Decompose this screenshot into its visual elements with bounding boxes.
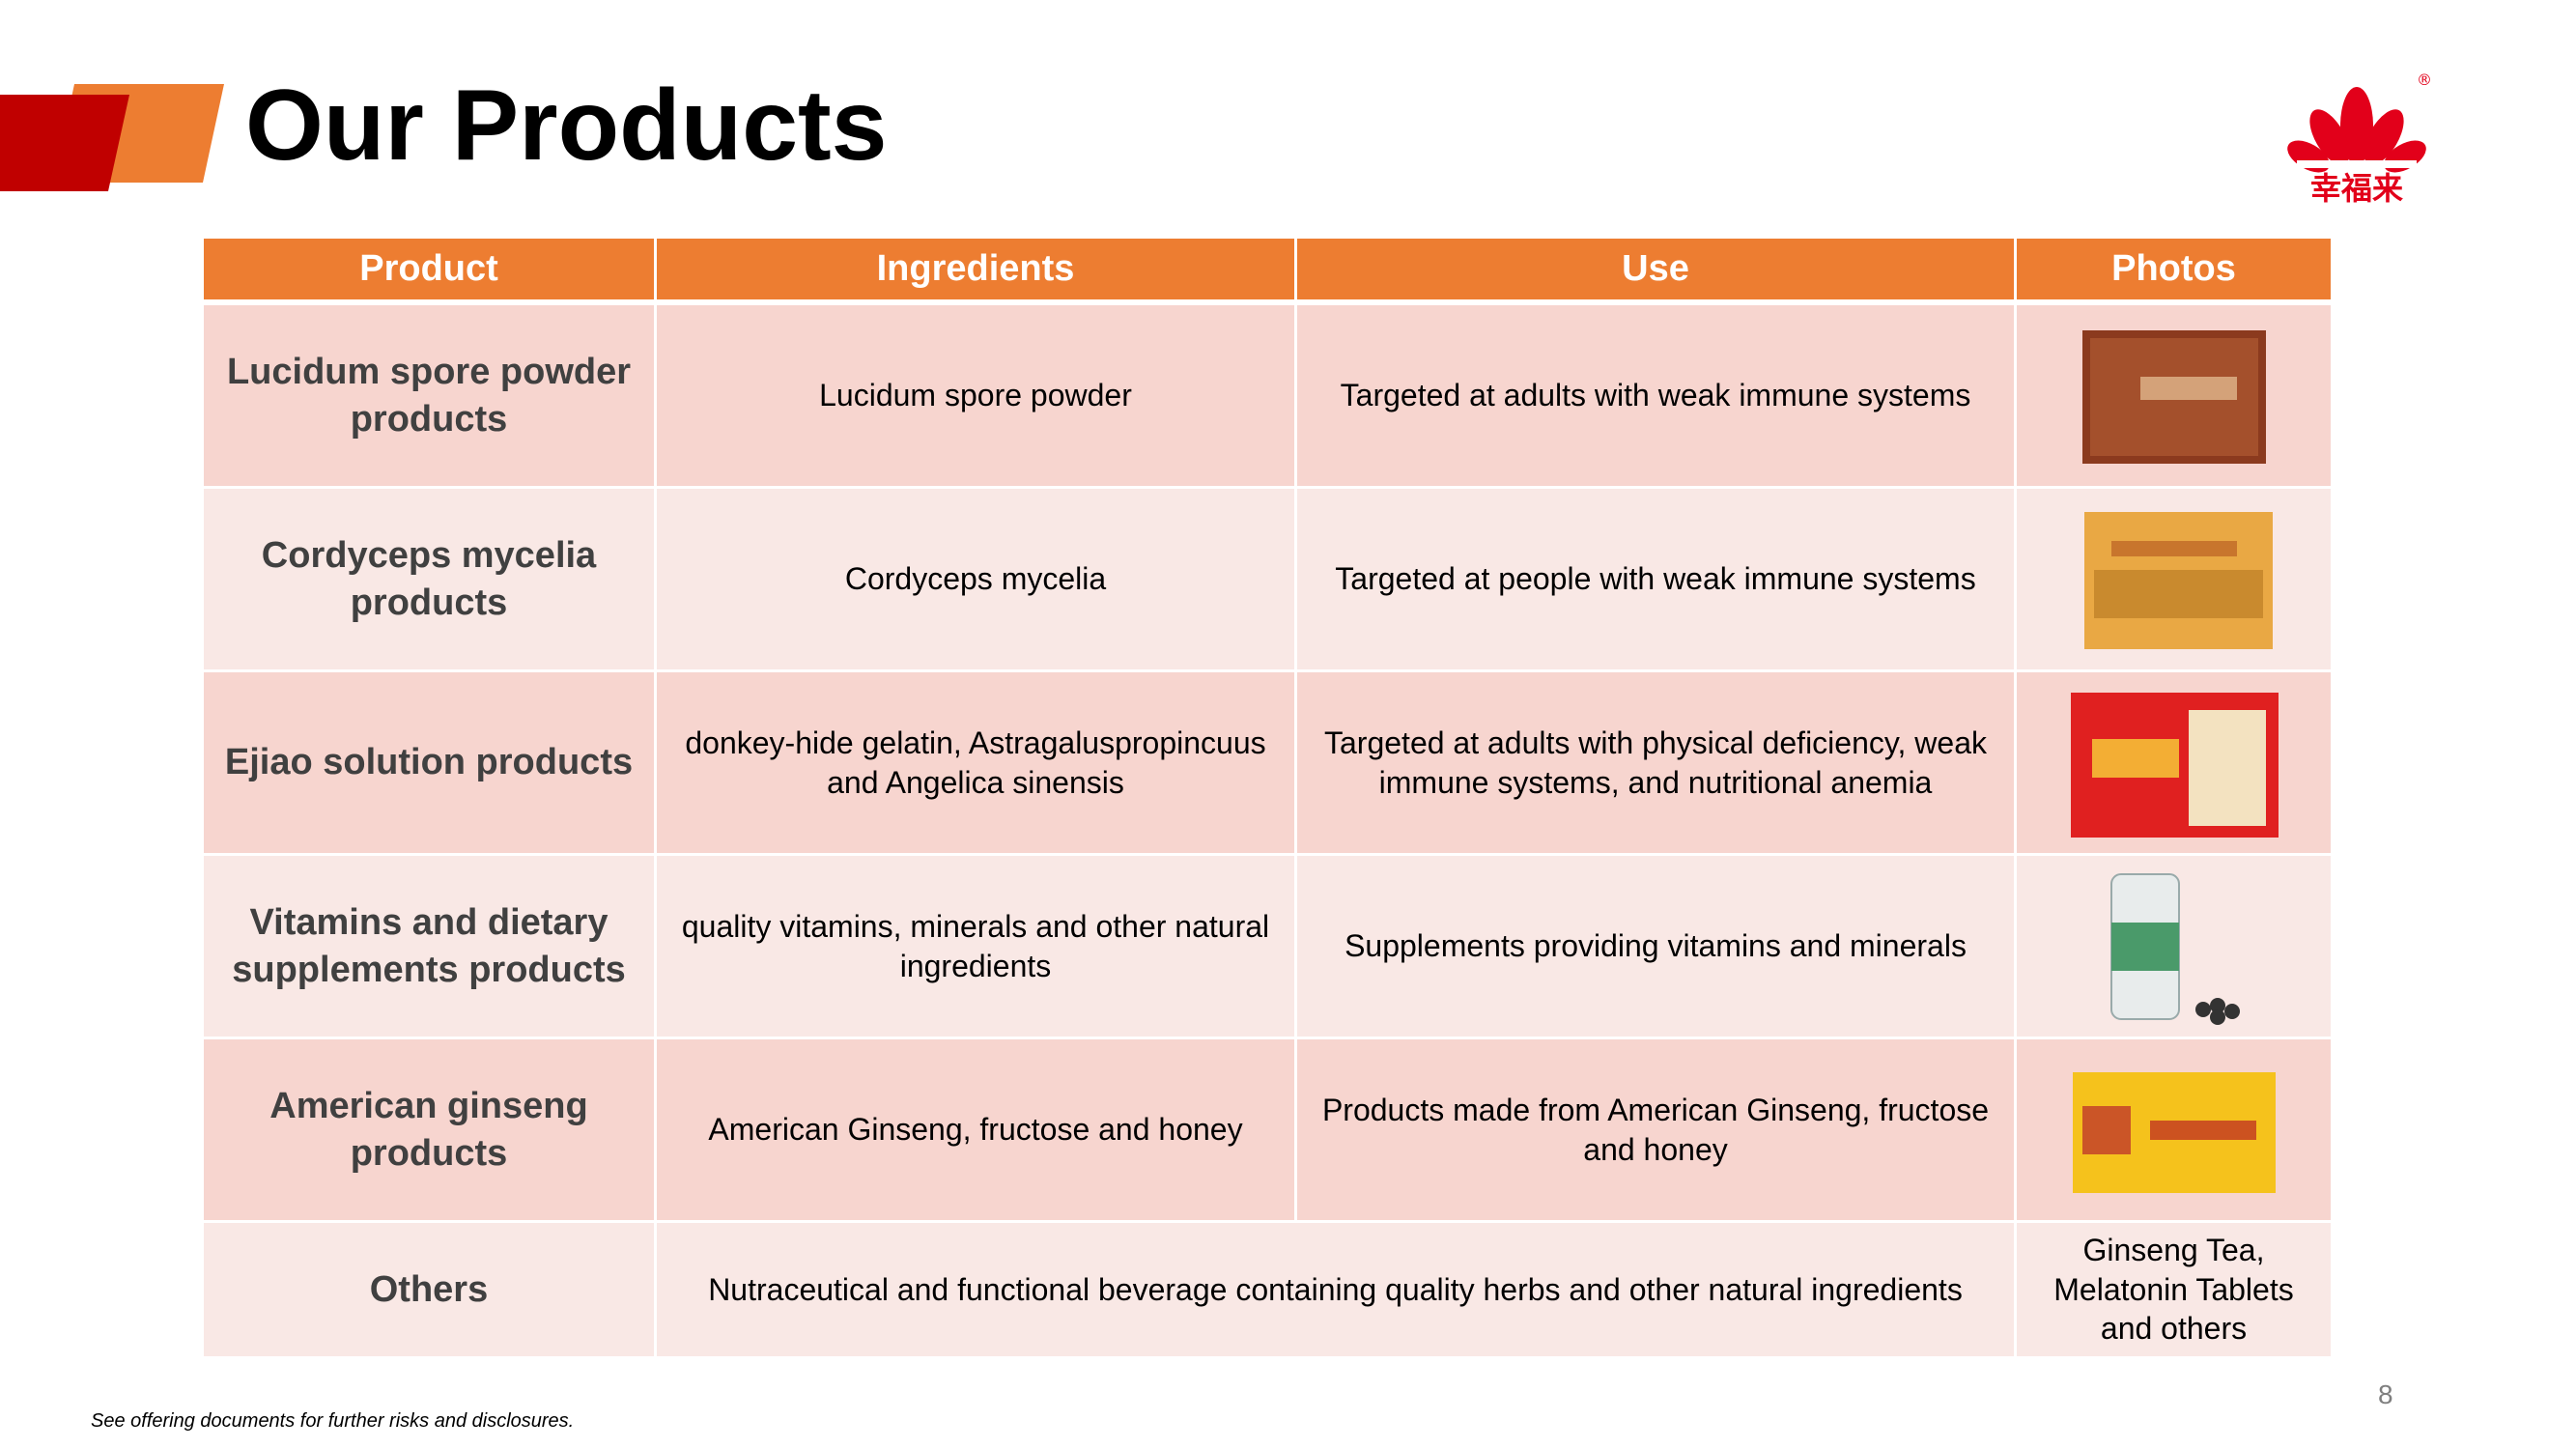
- product-name: American ginseng products: [204, 1039, 654, 1220]
- use: Targeted at people with weak immune syst…: [1297, 489, 2014, 669]
- product-name: Vitamins and dietary supplements product…: [204, 856, 654, 1037]
- photo: [2017, 672, 2331, 853]
- title: Our Products: [245, 70, 888, 182]
- ingredients: Cordyceps mycelia: [657, 489, 1294, 669]
- product-photo: [2081, 329, 2266, 464]
- photo: [2017, 305, 2331, 486]
- column-header: Use: [1297, 239, 2014, 299]
- ingredients: donkey-hide gelatin, Astragaluspropincuu…: [657, 672, 1294, 853]
- footnote: See offering documents for further risks…: [91, 1410, 575, 1432]
- page-number: 8: [2378, 1379, 2393, 1409]
- description: Nutraceutical and functional beverage co…: [657, 1223, 2014, 1356]
- column-header: Photos: [2017, 239, 2331, 299]
- use: Targeted at adults with weak immune syst…: [1297, 305, 2014, 486]
- logo-mark: ®: [2417, 71, 2432, 89]
- ingredients: quality vitamins, minerals and other nat…: [657, 856, 1294, 1037]
- use: Supplements providing vitamins and miner…: [1297, 856, 2014, 1037]
- logo: 幸福来 ®: [2287, 71, 2432, 207]
- use: Targeted at adults with physical deficie…: [1297, 672, 2014, 853]
- product-photo: [2072, 1071, 2276, 1193]
- product-photo: [2070, 692, 2279, 838]
- product-name: Others: [204, 1223, 654, 1356]
- column-header: Product: [204, 239, 654, 299]
- product-photo: [2083, 511, 2273, 649]
- product-photo: [2109, 872, 2240, 1025]
- ingredients: Lucidum spore powder: [657, 305, 1294, 486]
- product-name: Ejiao solution products: [204, 672, 654, 853]
- photos-text: Ginseng Tea, Melatonin Tablets and other…: [2017, 1223, 2331, 1356]
- photo: [2017, 489, 2331, 669]
- product-table: Product Ingredients Use Photos Lucidum s…: [204, 239, 2331, 1356]
- ingredients: American Ginseng, fructose and honey: [657, 1039, 1294, 1220]
- title-accent: [0, 84, 224, 191]
- photo: [2017, 856, 2331, 1037]
- product-name: Lucidum spore powder products: [204, 305, 654, 486]
- photo: [2017, 1039, 2331, 1220]
- product-name: Cordyceps mycelia products: [204, 489, 654, 669]
- logo-text: 幸福来: [2310, 170, 2403, 207]
- use: Products made from American Ginseng, fru…: [1297, 1039, 2014, 1220]
- column-header: Ingredients: [657, 239, 1294, 299]
